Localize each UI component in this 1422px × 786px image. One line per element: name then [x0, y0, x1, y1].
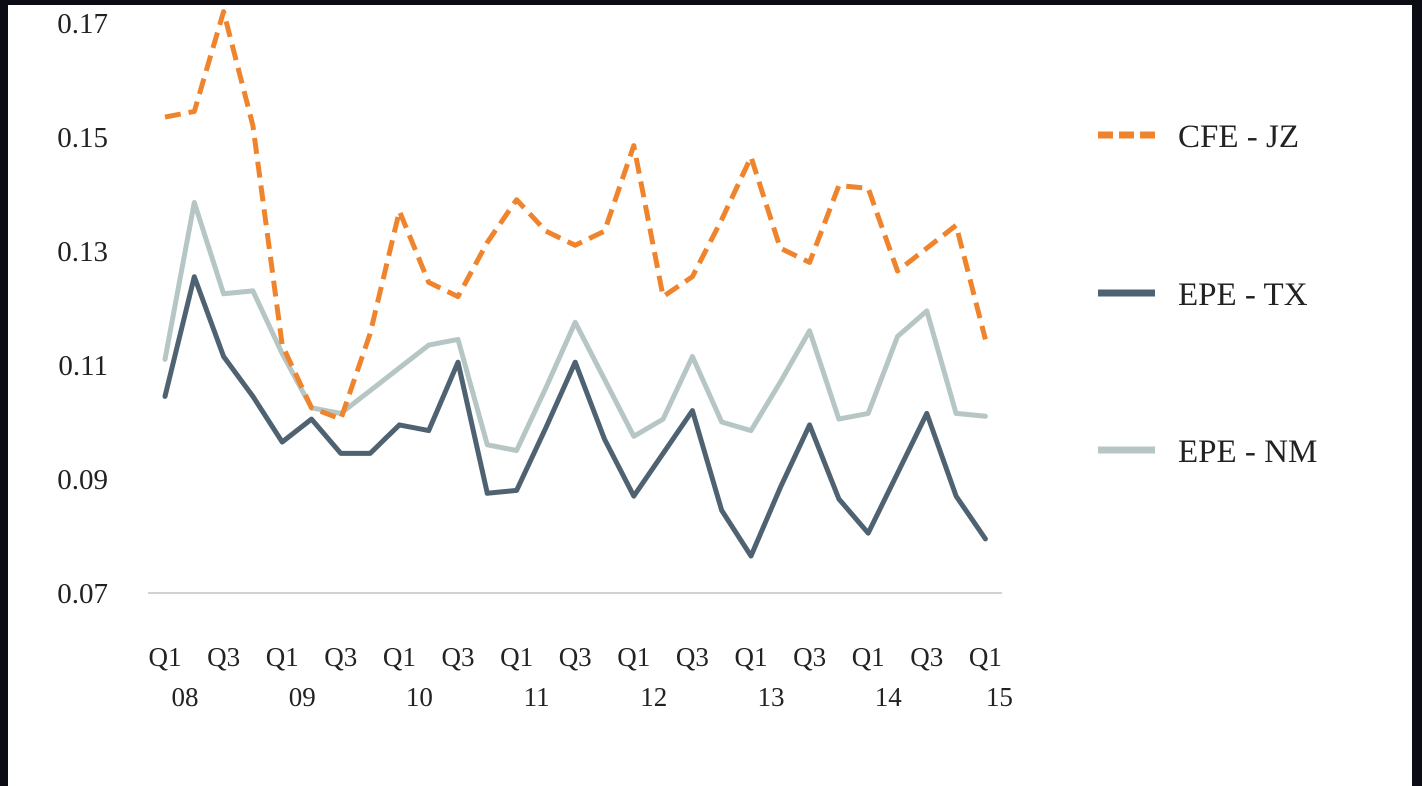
- x-tick-quarter-label: Q1: [617, 642, 650, 672]
- x-tick-year-label: 14: [875, 682, 903, 712]
- x-tick-year-label: 13: [758, 682, 785, 712]
- y-tick-label: 0.07: [57, 578, 108, 610]
- x-tick-quarter-label: Q1: [969, 642, 1002, 672]
- y-tick-label: 0.17: [57, 8, 108, 40]
- x-tick-year-label: 15: [986, 682, 1013, 712]
- y-tick-label: 0.11: [58, 350, 108, 382]
- y-axis: 0.07 0.09 0.11 0.13 0.15 0.17: [57, 8, 108, 610]
- x-tick-quarter-label: Q3: [910, 642, 943, 672]
- x-tick-quarter-label: Q3: [676, 642, 709, 672]
- line-chart: 0.07 0.09 0.11 0.13 0.15 0.17 Q1 08 Q3 Q1 09 Q3 Q1 1…: [57, 8, 1317, 712]
- y-tick-label: 0.13: [57, 236, 108, 268]
- x-tick-year-label: 10: [406, 682, 433, 712]
- x-tick-quarter-label: Q1: [266, 642, 299, 672]
- y-tick-label: 0.15: [57, 122, 108, 154]
- y-tick-label: 0.09: [57, 464, 108, 496]
- x-tick-year-label: 09: [289, 682, 316, 712]
- x-tick-quarter-label: Q1: [852, 642, 885, 672]
- x-tick-quarter-label: Q1: [149, 642, 182, 672]
- x-tick-year-label: 11: [524, 682, 550, 712]
- legend-label: EPE - TX: [1178, 277, 1308, 313]
- x-tick-quarter-label: Q3: [793, 642, 826, 672]
- x-tick-quarter-label: Q3: [442, 642, 475, 672]
- x-tick-quarter-label: Q3: [324, 642, 357, 672]
- x-tick-year-label: 12: [640, 682, 667, 712]
- x-axis: Q1 08 Q3 Q1 09 Q3 Q1 10 Q3 Q1 11 Q3 Q1 12 Q3 Q1 13 Q3 Q1 14…: [149, 642, 1013, 712]
- series-lines: [162, 9, 988, 559]
- x-tick-quarter-label: Q3: [207, 642, 240, 672]
- chart-frame: 0.07 0.09 0.11 0.13 0.15 0.17 Q1 08 Q3 Q1 09 Q3 Q1 1…: [8, 5, 1412, 786]
- legend-label: CFE - JZ: [1178, 119, 1299, 155]
- legend-label: EPE - NM: [1178, 434, 1317, 470]
- x-tick-quarter-label: Q1: [383, 642, 416, 672]
- x-tick-quarter-label: Q1: [735, 642, 768, 672]
- x-tick-year-label: 08: [172, 682, 199, 712]
- series-line-epe-tx: [162, 274, 988, 559]
- series-line-epe-nm: [162, 200, 988, 453]
- x-tick-quarter-label: Q3: [559, 642, 592, 672]
- x-tick-quarter-label: Q1: [500, 642, 533, 672]
- series-line-cfe-jz: [164, 9, 988, 422]
- legend: CFE - JZ EPE - TX EPE - NM: [1098, 119, 1317, 470]
